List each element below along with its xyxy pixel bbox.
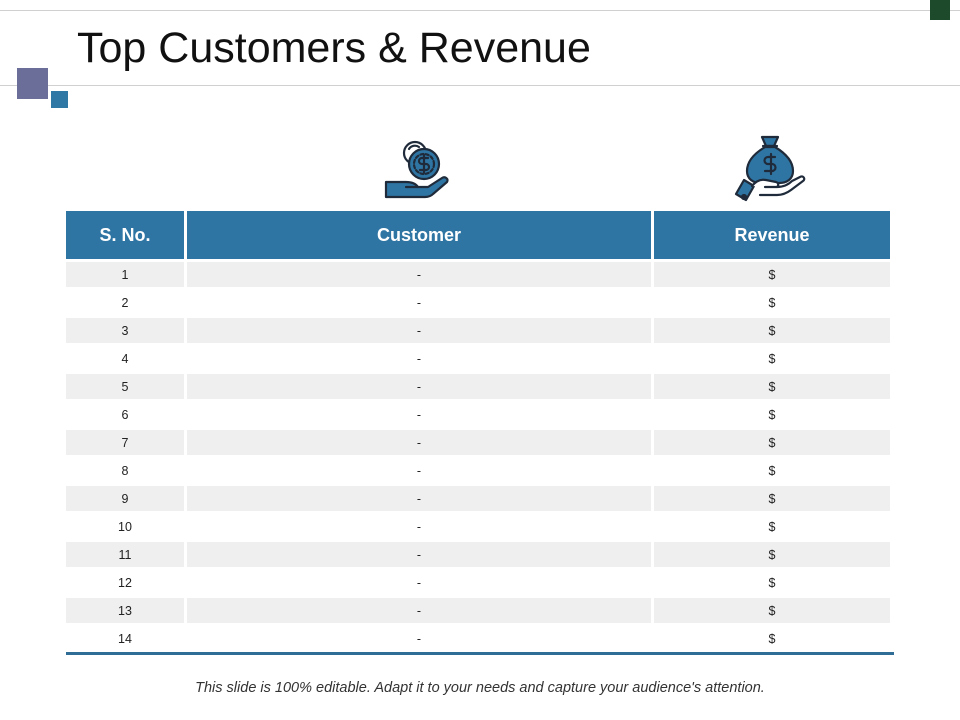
cell-revenue: $	[654, 514, 890, 539]
cell-serial-number: 14	[66, 626, 184, 651]
slide-title: Top Customers & Revenue	[77, 24, 591, 72]
header-revenue: Revenue	[654, 211, 890, 259]
cell-revenue: $	[654, 486, 890, 511]
table-row: 8 - $	[66, 458, 890, 483]
table-row: 5 - $	[66, 374, 890, 399]
cell-customer: -	[187, 570, 651, 595]
cell-serial-number: 8	[66, 458, 184, 483]
cell-revenue: $	[654, 374, 890, 399]
cell-serial-number: 2	[66, 290, 184, 315]
cell-serial-number: 10	[66, 514, 184, 539]
table-bottom-border	[66, 652, 894, 655]
cell-customer: -	[187, 430, 651, 455]
table-row: 2 - $	[66, 290, 890, 315]
cell-customer: -	[187, 542, 651, 567]
header-customer: Customer	[187, 211, 651, 259]
cell-serial-number: 12	[66, 570, 184, 595]
table-row: 3 - $	[66, 318, 890, 343]
cell-revenue: $	[654, 290, 890, 315]
table-row: 13 - $	[66, 598, 890, 623]
cell-revenue: $	[654, 318, 890, 343]
customer-revenue-table: S. No. Customer Revenue 1 - $ 2 - $ 3 - …	[63, 208, 893, 654]
cell-customer: -	[187, 486, 651, 511]
decor-square-large	[17, 68, 48, 99]
cell-serial-number: 3	[66, 318, 184, 343]
cell-serial-number: 6	[66, 402, 184, 427]
cell-customer: -	[187, 374, 651, 399]
slide-footer-note: This slide is 100% editable. Adapt it to…	[195, 680, 765, 696]
table-row: 10 - $	[66, 514, 890, 539]
cell-customer: -	[187, 402, 651, 427]
cell-serial-number: 5	[66, 374, 184, 399]
cell-serial-number: 1	[66, 262, 184, 287]
cell-serial-number: 9	[66, 486, 184, 511]
corner-accent	[930, 0, 950, 20]
cell-serial-number: 7	[66, 430, 184, 455]
cell-customer: -	[187, 262, 651, 287]
hand-coin-icon	[384, 140, 449, 199]
table-row: 1 - $	[66, 262, 890, 287]
cell-customer: -	[187, 290, 651, 315]
table-row: 11 - $	[66, 542, 890, 567]
table-header-row: S. No. Customer Revenue	[66, 211, 890, 259]
cell-revenue: $	[654, 570, 890, 595]
hand-money-bag-icon	[734, 135, 806, 202]
title-divider	[0, 85, 960, 86]
cell-revenue: $	[654, 346, 890, 371]
top-divider	[0, 10, 960, 11]
cell-customer: -	[187, 626, 651, 651]
cell-revenue: $	[654, 458, 890, 483]
cell-serial-number: 13	[66, 598, 184, 623]
table-row: 6 - $	[66, 402, 890, 427]
table-row: 9 - $	[66, 486, 890, 511]
cell-customer: -	[187, 346, 651, 371]
cell-revenue: $	[654, 402, 890, 427]
cell-customer: -	[187, 318, 651, 343]
cell-revenue: $	[654, 262, 890, 287]
table-row: 4 - $	[66, 346, 890, 371]
cell-revenue: $	[654, 542, 890, 567]
cell-serial-number: 4	[66, 346, 184, 371]
cell-revenue: $	[654, 626, 890, 651]
cell-revenue: $	[654, 430, 890, 455]
cell-serial-number: 11	[66, 542, 184, 567]
decor-square-small	[51, 91, 68, 108]
table-row: 14 - $	[66, 626, 890, 651]
cell-customer: -	[187, 514, 651, 539]
header-serial-number: S. No.	[66, 211, 184, 259]
cell-customer: -	[187, 458, 651, 483]
table-row: 12 - $	[66, 570, 890, 595]
cell-revenue: $	[654, 598, 890, 623]
table-row: 7 - $	[66, 430, 890, 455]
cell-customer: -	[187, 598, 651, 623]
